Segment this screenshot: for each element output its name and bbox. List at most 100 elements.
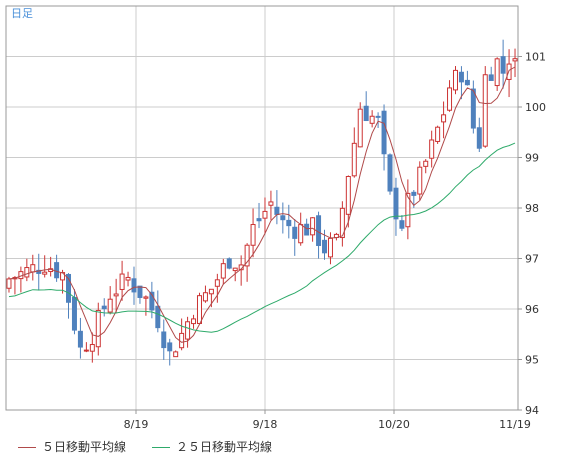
- candle-down: [488, 74, 494, 81]
- candle-down: [464, 79, 470, 86]
- candle-up: [30, 264, 36, 273]
- candle-up: [250, 224, 256, 246]
- candle-up: [125, 276, 131, 281]
- candle-up: [417, 166, 423, 195]
- y-tick-label: 101: [525, 51, 546, 64]
- x-axis: 8/19 9/18 10/20 11/19: [124, 410, 531, 431]
- candle-up: [405, 192, 411, 228]
- candle-up: [107, 298, 113, 313]
- candle-down: [458, 71, 464, 83]
- candle-down: [155, 305, 161, 329]
- legend-swatch-ma5: [18, 447, 36, 448]
- candle-down: [274, 206, 280, 215]
- candle-up: [83, 349, 89, 352]
- candle-down: [363, 105, 369, 122]
- candles: [6, 39, 518, 366]
- legend-item-ma25: ２５日移動平均線: [152, 440, 272, 454]
- candle-up: [244, 244, 250, 267]
- legend-label-ma5: ５日移動平均線: [42, 440, 127, 454]
- candle-down: [316, 215, 322, 246]
- candle-down: [149, 291, 155, 311]
- candle-down: [381, 110, 387, 155]
- candle-up: [327, 237, 333, 258]
- candle-up: [494, 58, 500, 87]
- candle-up: [214, 279, 220, 287]
- y-tick-label: 94: [525, 404, 539, 417]
- period-label: 日足: [11, 7, 33, 20]
- candle-up: [6, 278, 12, 289]
- legend: ５日移動平均線 ２５日移動平均線: [0, 432, 574, 462]
- candle-up: [512, 58, 518, 62]
- candle-down: [399, 220, 405, 229]
- candle-up: [268, 201, 274, 206]
- legend-swatch-ma25: [152, 447, 170, 448]
- candle-up: [179, 332, 185, 349]
- candle-up: [202, 292, 208, 302]
- candle-up: [298, 224, 304, 244]
- candle-up: [191, 318, 197, 325]
- candle-up: [24, 267, 30, 278]
- y-tick-label: 99: [525, 152, 539, 165]
- candle-up: [89, 344, 95, 352]
- candle-down: [387, 154, 393, 192]
- candle-up: [185, 321, 191, 340]
- candle-down: [411, 191, 417, 196]
- candle-up: [232, 267, 238, 272]
- y-tick-label: 100: [525, 101, 546, 114]
- candle-up: [143, 296, 149, 299]
- x-tick-label: 11/19: [499, 418, 531, 431]
- candle-down: [36, 269, 42, 274]
- ma5-line: [8, 66, 516, 343]
- candle-down: [286, 219, 292, 227]
- candle-down: [280, 215, 286, 221]
- candle-down: [101, 305, 107, 310]
- y-axis: 94 95 96 97 98 99 100 101: [518, 51, 546, 417]
- y-tick-label: 96: [525, 303, 539, 316]
- legend-item-ma5: ５日移動平均線: [18, 440, 126, 454]
- x-tick-label: 10/20: [378, 418, 410, 431]
- candle-up: [345, 175, 351, 215]
- candle-down: [226, 258, 232, 269]
- moving-averages: [8, 66, 516, 343]
- y-tick-label: 97: [525, 253, 539, 266]
- candle-up: [310, 217, 316, 236]
- candle-down: [292, 226, 298, 239]
- candle-down: [71, 296, 77, 331]
- candle-up: [42, 271, 48, 275]
- x-tick-label: 8/19: [124, 418, 149, 431]
- candle-down: [470, 88, 476, 129]
- y-tick-label: 98: [525, 202, 539, 215]
- candle-down: [500, 56, 506, 74]
- candle-down: [375, 115, 381, 118]
- candle-down: [304, 223, 310, 236]
- candle-up: [452, 69, 458, 91]
- candle-down: [256, 218, 262, 222]
- candle-down: [476, 127, 482, 149]
- candle-up: [369, 115, 375, 124]
- candle-up: [262, 210, 268, 219]
- candle-down: [66, 273, 72, 303]
- candle-up: [482, 74, 488, 147]
- candle-down: [161, 331, 167, 349]
- candle-up: [339, 207, 345, 239]
- x-tick-label: 9/18: [253, 418, 278, 431]
- candle-down: [77, 330, 83, 348]
- candle-up: [220, 263, 226, 279]
- candle-up: [423, 160, 429, 167]
- candle-down: [131, 278, 137, 293]
- candle-up: [429, 139, 435, 159]
- candle-down: [322, 239, 328, 254]
- candle-up: [357, 108, 363, 148]
- candle-down: [54, 262, 60, 279]
- candle-up: [435, 126, 441, 142]
- candle-up: [173, 351, 179, 358]
- candle-up: [351, 142, 357, 177]
- candlestick-chart: 94 95 96 97 98 99 100 101 8/19 9/18 10/20 11/19 日足: [5, 5, 546, 431]
- candle-down: [137, 285, 143, 298]
- candle-up: [95, 309, 101, 348]
- y-tick-label: 95: [525, 354, 539, 367]
- candle-down: [167, 342, 173, 352]
- candle-up: [113, 293, 119, 297]
- candle-up: [447, 87, 453, 111]
